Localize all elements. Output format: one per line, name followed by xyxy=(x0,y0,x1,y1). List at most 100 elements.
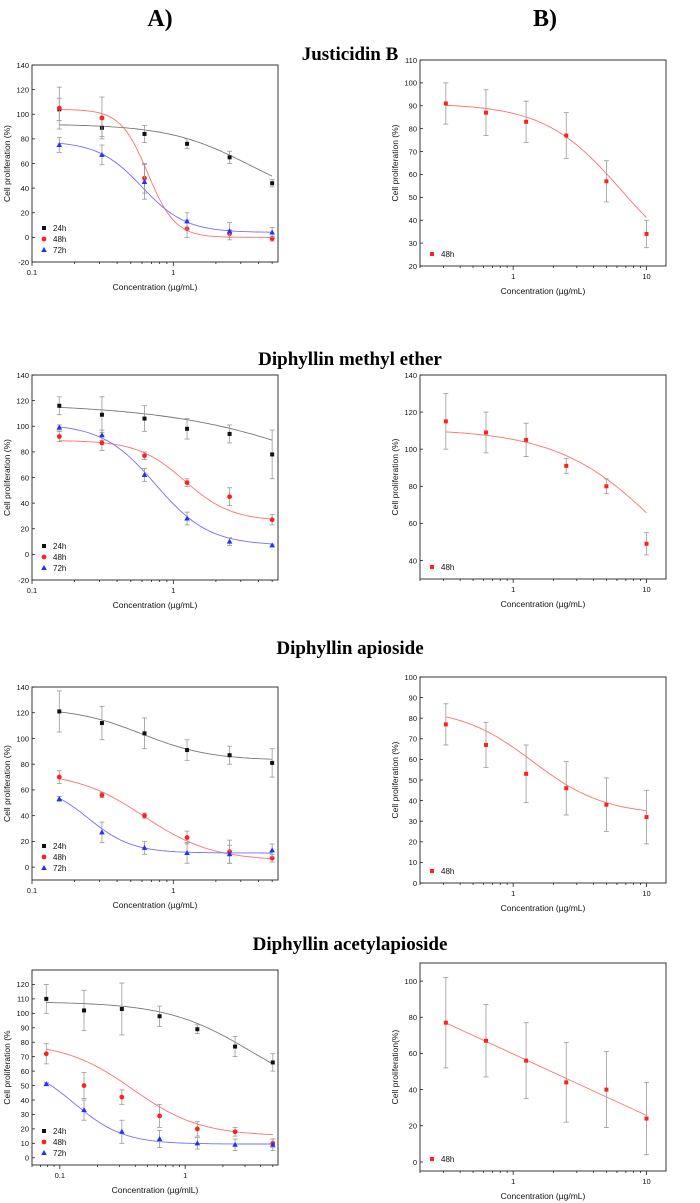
point-48h: 48h: 1.25 → 56 xyxy=(184,480,190,486)
x-tick-label: 0.1 xyxy=(55,1171,65,1180)
title-diphyllin-methyl-ether: Diphyllin methyl ether xyxy=(258,349,442,370)
point-24h: 24h: 0.31 → 103 xyxy=(119,1007,124,1011)
fit-curve-48h xyxy=(59,440,273,520)
x-axis-label: Concentration (µg/mL) xyxy=(113,282,198,292)
point-72h: 72h: 0.16 → 33 xyxy=(81,1107,87,1113)
y-tick-label: -20 xyxy=(18,258,29,267)
point-48h: 48h: 0.31 → 56 xyxy=(99,792,105,798)
x-axis-label: Concentration (µg/mL) xyxy=(501,1191,586,1201)
point-72h: 72h: 0.63 → 15 xyxy=(141,844,148,850)
fit-curve-48h xyxy=(445,716,647,812)
y-tick-label: 70 xyxy=(409,735,417,744)
point-72h: 72h: 0.63 → 62 xyxy=(141,471,148,477)
legend-marker-48h xyxy=(430,869,434,873)
legend-label-24h: 24h xyxy=(53,1127,66,1136)
point-24h: 24h: 5 → 78 xyxy=(270,452,275,457)
plot-frame xyxy=(31,64,279,263)
plot-frame xyxy=(419,676,667,884)
legend-marker-48h xyxy=(41,1139,47,1145)
x-tick-label: 1 xyxy=(511,272,515,281)
legend-marker-72h xyxy=(41,865,47,870)
y-tick-label: 120 xyxy=(16,709,29,718)
point-24h: 24h: 0.16 → 116 xyxy=(57,403,62,408)
title-diphyllin-apioside: Diphyllin apioside xyxy=(276,638,423,659)
legend-label-72h: 72h xyxy=(53,1149,66,1158)
point-72h: 72h: 2.5 → 5 xyxy=(226,228,233,234)
y-tick-label: 10 xyxy=(409,858,417,867)
x-tick-label: 1 xyxy=(183,1171,187,1180)
legend-marker-72h xyxy=(41,247,47,252)
point-48h: 48h: 5 → 27 xyxy=(269,517,275,523)
plot-frame xyxy=(419,59,667,267)
fit-curve-72h xyxy=(59,426,273,545)
panel-diphyllin-acetylapioside-b: 0 20 40 60 80 100 1 10 Concentration (µg/mL) Cell… xyxy=(390,962,667,1201)
y-tick-label: 40 xyxy=(21,499,29,508)
point-48h: 48h: 0.16 → 92 xyxy=(56,434,62,439)
y-tick-label: 110 xyxy=(405,56,417,65)
point-48h: 48h: 0.63 → 40 xyxy=(142,813,147,819)
y-tick-label: 100 xyxy=(404,673,417,682)
fit-curve-72h xyxy=(59,142,273,233)
fit-curve-48h xyxy=(59,109,273,238)
point-72h: 72h: 0.16 → 53 xyxy=(56,795,63,801)
point-48h: 48h: 2.5 → 18 xyxy=(232,1129,238,1135)
point-24h: 24h: 0.63 → 104 xyxy=(142,731,147,736)
point-48h: 48h: 10 → 34 xyxy=(644,231,649,236)
plot-frame xyxy=(31,969,279,1166)
point-48h: 48h: 10 → 32 xyxy=(644,815,649,820)
panel-diphyllin-apioside-a: 0 20 40 60 80 100 120 140 0.1 1 Concentration (µg/… xyxy=(2,683,279,910)
x-tick-label: 0.1 xyxy=(27,268,37,277)
legend-marker-24h xyxy=(42,844,46,848)
point-48h: 48h: 0.63 → 29 xyxy=(157,1113,162,1119)
y-tick-label: 120 xyxy=(404,408,417,417)
title-diphyllin-acetylapioside: Diphyllin acetylapioside xyxy=(253,934,448,955)
point-48h: 48h: 1.25 → 23 xyxy=(184,835,190,840)
legend-label-48h: 48h xyxy=(441,867,454,876)
legend-label-48h: 48h xyxy=(441,563,454,572)
fit-curve-72h xyxy=(59,797,273,854)
y-tick-label: 20 xyxy=(409,1122,417,1131)
y-tick-label: 70 xyxy=(21,1052,29,1061)
point-72h: 72h: 0.08 → 51 xyxy=(43,1081,50,1087)
point-72h: 72h: 1.25 → 13 xyxy=(184,218,190,224)
fit-curve-24h xyxy=(59,711,273,760)
legend-label-72h: 72h xyxy=(53,246,66,255)
y-tick-label: 0 xyxy=(413,1158,417,1167)
y-tick-label: 60 xyxy=(409,519,417,528)
y-tick-label: 120 xyxy=(16,396,29,405)
point-48h: 48h: 0.31 → 91 xyxy=(443,101,448,106)
y-tick-label: 140 xyxy=(404,371,417,380)
y-tick-label: 50 xyxy=(21,1081,29,1090)
plot-frame xyxy=(419,962,667,1172)
fit-curve-24h xyxy=(59,406,273,441)
point-72h: 72h: 0.31 → 18 xyxy=(119,1128,125,1134)
y-tick-label: 120 xyxy=(16,980,29,989)
panel-diphyllin-methyl-ether-b: 40 60 80 100 120 140 1 10 Concentration (µg/mL) C… xyxy=(390,371,667,609)
y-tick-label: 80 xyxy=(409,714,417,723)
y-tick-label: 20 xyxy=(21,525,29,534)
point-48h: 48h: 2.5 → 44 xyxy=(564,1080,569,1085)
y-tick-label: 80 xyxy=(21,760,29,769)
y-axis-label: Cell proliferation (%) xyxy=(390,741,400,818)
legend-label-48h: 48h xyxy=(53,553,66,562)
y-tick-label: 20 xyxy=(21,1125,29,1134)
point-72h: 72h: 2.5 → 10 xyxy=(226,851,233,857)
point-24h: 24h: 5 → 81 xyxy=(270,760,275,765)
legend-label-48h: 48h xyxy=(53,235,66,244)
point-48h: 48h: 0.63 → 77 xyxy=(142,453,147,459)
y-tick-label: 40 xyxy=(409,216,417,225)
point-24h: 24h: 2.5 → 87 xyxy=(227,753,232,758)
point-72h: 72h: 5 → 7 xyxy=(269,542,275,548)
point-24h: 24h: 0.16 → 102 xyxy=(82,1008,87,1013)
y-tick-label: 60 xyxy=(409,170,417,179)
point-48h: 48h: 1.25 → 83 xyxy=(524,119,529,124)
point-24h: 24h: 0.16 → 121 xyxy=(57,709,62,714)
y-tick-label: 100 xyxy=(16,422,29,431)
y-tick-label: 40 xyxy=(21,1096,29,1105)
legend-marker-48h xyxy=(41,854,47,860)
point-48h: 48h: 5 → 57 xyxy=(604,179,609,184)
legend-label-24h: 24h xyxy=(53,224,66,233)
point-72h: 72h: 1.25 → 10 xyxy=(194,1140,201,1146)
